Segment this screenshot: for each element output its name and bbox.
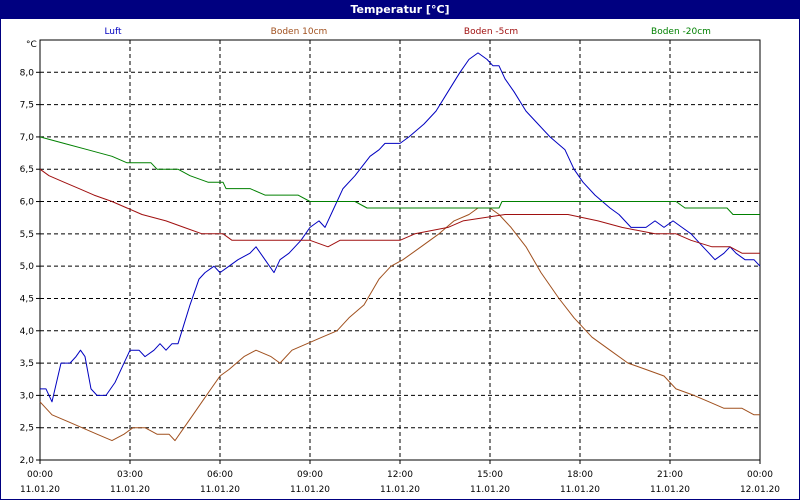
- series-line-4: [39, 136, 760, 215]
- x-tick-date-label: 11.01.20: [380, 485, 420, 495]
- y-tick-label: 4,5: [20, 294, 34, 304]
- series-lines: [39, 52, 761, 442]
- y-tick-label: 4,0: [20, 327, 35, 337]
- x-tick-date-label: 11.01.20: [200, 485, 240, 495]
- y-tick-label: 3,0: [20, 391, 35, 401]
- legend: Luft Boden 10cm Boden -5cm Boden -20cm: [104, 27, 711, 37]
- x-tick-date-label: 11.01.20: [560, 485, 600, 495]
- y-tick-label: 6,0: [20, 198, 35, 208]
- x-tick-time-label: 09:00: [297, 470, 323, 480]
- y-tick-label: 7,0: [20, 133, 35, 143]
- y-tick-label: 2,5: [20, 424, 34, 434]
- x-tick-time-label: 00:00: [27, 470, 53, 480]
- legend-entry-4: Boden -20cm: [651, 27, 711, 37]
- x-tick-date-label: 11.01.20: [290, 485, 330, 495]
- x-tick-date-label: 12.01.20: [740, 485, 780, 495]
- x-tick-time-label: 18:00: [567, 470, 593, 480]
- y-tick-label: 7,5: [20, 101, 34, 111]
- x-tick-time-label: 03:00: [117, 470, 143, 480]
- y-axis: 2,0 2,5 3,0 3,5 4,0 4,5 5,0 5,5 6,0 6,5 7,0 7,5 8,0: [20, 68, 40, 466]
- y-tick-label: 3,5: [20, 359, 34, 369]
- legend-entry-2: Boden 10cm: [271, 27, 328, 37]
- x-tick-time-label: 21:00: [657, 470, 683, 480]
- legend-entry-1: Luft: [104, 27, 122, 37]
- series-line-2: [39, 207, 760, 442]
- x-tick-date-label: 11.01.20: [110, 485, 150, 495]
- y-tick-label: 5,0: [20, 262, 35, 272]
- x-tick-date-label: 11.01.20: [20, 485, 60, 495]
- series-line-1: [40, 52, 761, 403]
- x-tick-date-label: 11.01.20: [650, 485, 690, 495]
- y-tick-label: 2,0: [20, 456, 35, 466]
- chart-grid: [40, 40, 760, 460]
- legend-entry-3: Boden -5cm: [464, 27, 518, 37]
- y-axis-unit: °C: [26, 40, 37, 50]
- x-tick-time-label: 06:00: [207, 470, 233, 480]
- y-tick-label: 6,5: [20, 165, 34, 175]
- x-axis: 00:00 11.01.20 03:00 11.01.20 06:00 11.01.20 0…: [20, 460, 780, 495]
- x-tick-date-label: 11.01.20: [470, 485, 510, 495]
- x-tick-time-label: 12:00: [387, 470, 413, 480]
- window-title: Temperatur [°C]: [1, 1, 799, 19]
- y-tick-label: 8,0: [20, 68, 35, 78]
- x-tick-time-label: 15:00: [477, 470, 503, 480]
- series-line-3: [39, 168, 760, 254]
- y-tick-label: 5,5: [20, 230, 34, 240]
- x-tick-time-label: 00:00: [747, 470, 773, 480]
